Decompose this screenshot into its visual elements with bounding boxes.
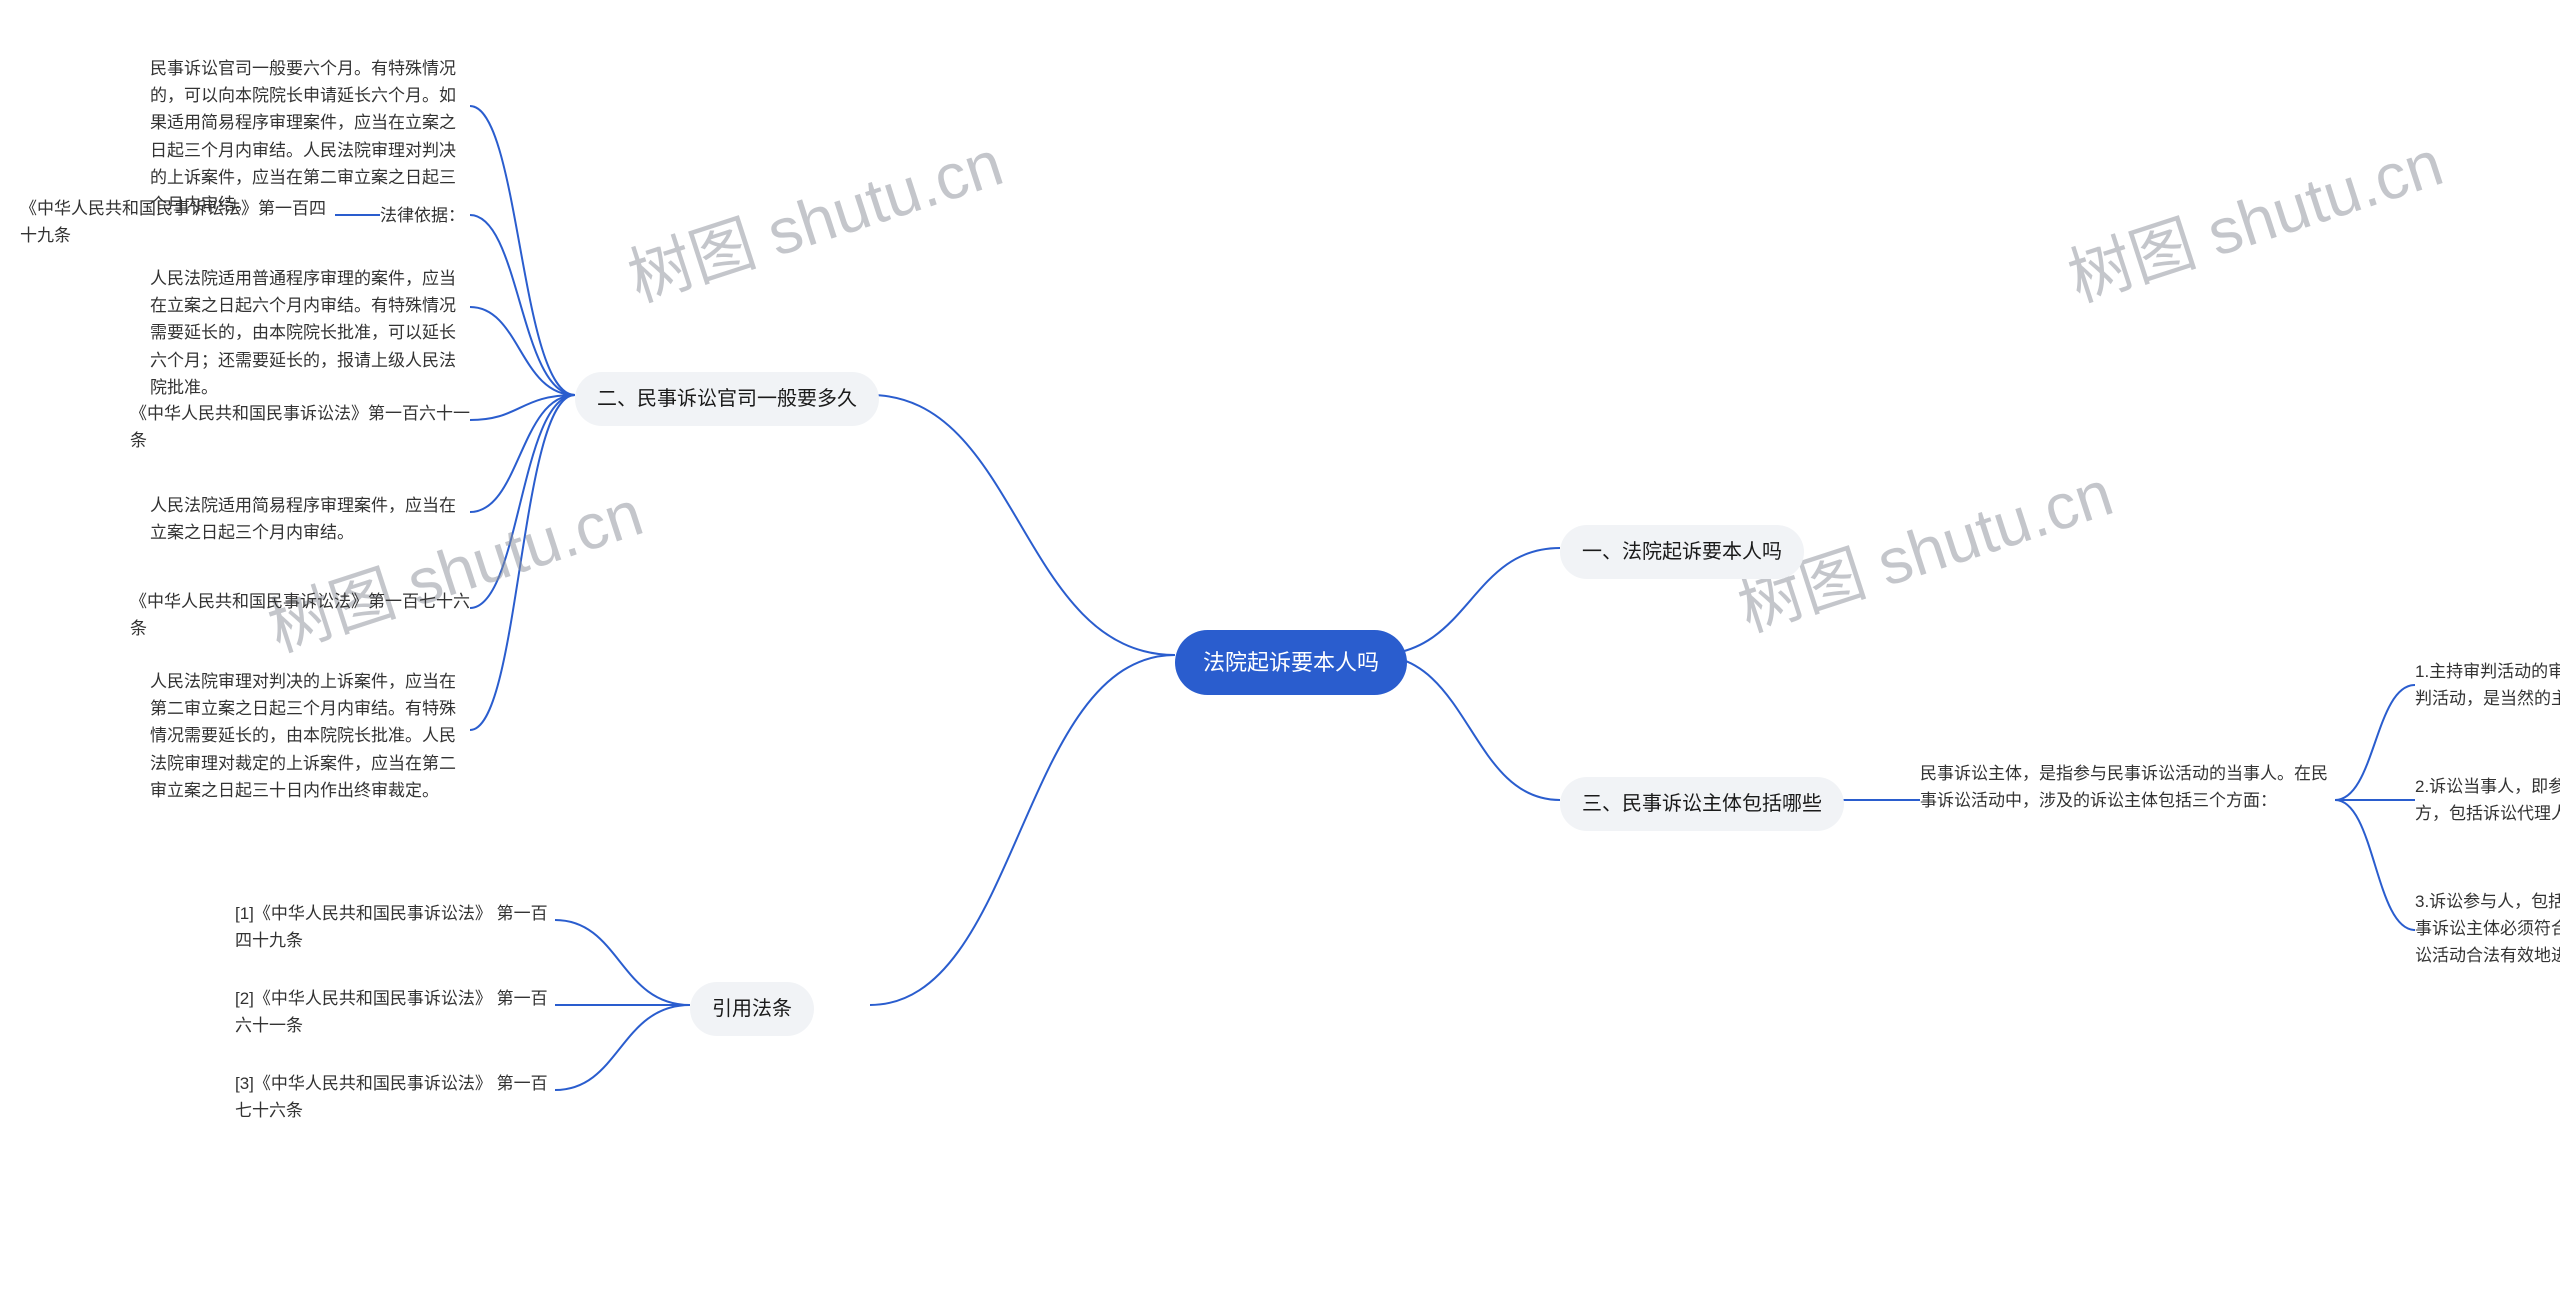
branch-2[interactable]: 二、民事诉讼官司一般要多久 <box>575 372 879 426</box>
b2-leaf-2: 法律依据： <box>380 202 465 229</box>
b2-leaf-4: 《中华人民共和国民事诉讼法》第一百六十一条 <box>130 400 470 454</box>
b4-leaf-2: [2]《中华人民共和国民事诉讼法》 第一百六十一条 <box>235 985 555 1039</box>
watermark-text: 树图 shutu.cn <box>615 112 1012 319</box>
b2-leaf-7: 人民法院审理对判决的上诉案件，应当在第二审立案之日起三个月内审结。有特殊情况需要… <box>150 668 470 804</box>
root-node[interactable]: 法院起诉要本人吗 <box>1175 630 1407 695</box>
b2-leaf-3: 人民法院适用普通程序审理的案件，应当在立案之日起六个月内审结。有特殊情况需要延长… <box>150 265 470 401</box>
b3-sub-2: 2.诉讼当事人，即参与诉讼活动的民事纠纷的双方，包括诉讼代理人。 <box>2415 773 2560 827</box>
b2-leaf-6: 《中华人民共和国民事诉讼法》第一百七十六条 <box>130 588 470 642</box>
b2-leaf-1: 民事诉讼官司一般要六个月。有特殊情况的，可以向本院院长申请延长六个月。如果适用简… <box>150 55 470 218</box>
b4-leaf-3: [3]《中华人民共和国民事诉讼法》 第一百七十六条 <box>235 1070 555 1124</box>
branch-3[interactable]: 三、民事诉讼主体包括哪些 <box>1560 777 1844 831</box>
b3-sub-3: 3.诉讼参与人，包括证人、鉴定人、勘验人等。民事诉讼主体必须符合法律的规定，才能… <box>2415 888 2560 970</box>
b2-leaf-2-sub: 《中华人民共和国民事诉讼法》第一百四十九条 <box>20 195 340 249</box>
b3-sub-1: 1.主持审判活动的审判机关，审判机关主导民事审判活动，是当然的主体。 <box>2415 658 2560 712</box>
b2-leaf-5: 人民法院适用简易程序审理案件，应当在立案之日起三个月内审结。 <box>150 492 470 546</box>
watermark-text: 树图 shutu.cn <box>2055 112 2452 319</box>
branch-4[interactable]: 引用法条 <box>690 982 814 1036</box>
branch-1[interactable]: 一、法院起诉要本人吗 <box>1560 525 1804 579</box>
b4-leaf-1: [1]《中华人民共和国民事诉讼法》 第一百四十九条 <box>235 900 555 954</box>
b3-leaf-1: 民事诉讼主体，是指参与民事诉讼活动的当事人。在民事诉讼活动中，涉及的诉讼主体包括… <box>1920 760 2330 814</box>
